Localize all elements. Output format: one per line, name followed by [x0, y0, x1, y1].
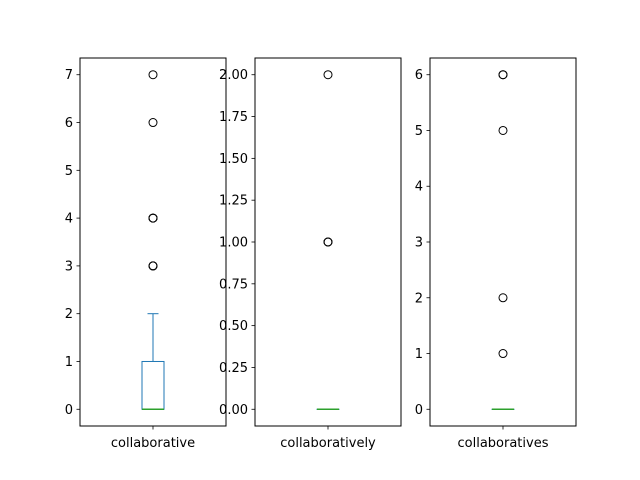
axes-frame: [254, 57, 402, 427]
y-tick-label: 2.00: [219, 68, 248, 83]
y-tick-label: 1.75: [219, 110, 248, 125]
axes-frame: [79, 57, 227, 427]
iqr-box: [141, 360, 165, 410]
y-tick-label: 3: [65, 259, 73, 274]
y-tick-label: 5: [415, 124, 423, 139]
y-tick-label: 1.00: [219, 236, 248, 251]
y-tick-label: 0: [415, 403, 423, 418]
outlier-point: [148, 261, 158, 271]
y-tick-label: 0.00: [219, 403, 248, 418]
outlier-point: [498, 70, 508, 80]
y-tick-label: 0.50: [219, 319, 248, 334]
y-tick-label: 4: [415, 180, 423, 195]
y-tick-label: 1: [415, 347, 423, 362]
y-tick-label: 7: [65, 68, 73, 83]
outlier-point: [498, 125, 508, 135]
y-tick-label: 6: [415, 68, 423, 83]
y-tick-label: 0.25: [219, 361, 248, 376]
y-tick-label: 1.25: [219, 194, 248, 209]
y-tick-label: 2: [415, 291, 423, 306]
subplot-3: 0 1 2 3 4 5 6 collaboratives: [415, 57, 577, 451]
y-tick-label: 2: [65, 307, 73, 322]
outlier-point: [498, 349, 508, 359]
y-tick-label: 4: [65, 212, 73, 227]
x-tick-label: collaboratives: [458, 436, 549, 451]
outlier-point: [323, 70, 333, 80]
y-tick-label: 0: [65, 403, 73, 418]
subplot-1: 0 1 2 3 4 5 6 7 collaborative: [65, 57, 227, 451]
y-tick-label: 5: [65, 164, 73, 179]
outlier-point: [148, 70, 158, 80]
outlier-point: [498, 293, 508, 303]
y-tick-label: 1.50: [219, 152, 248, 167]
outlier-point: [323, 237, 333, 247]
axes-frame: [429, 57, 577, 427]
y-tick-label: 3: [415, 236, 423, 251]
x-tick-label: collaborative: [111, 436, 195, 451]
x-tick-label: collaboratively: [280, 436, 376, 451]
y-tick-label: 6: [65, 116, 73, 131]
outlier-point: [148, 213, 158, 223]
subplot-2: 0.00 0.25 0.50 0.75 1.00 1.25 1.50 1.75 2.00 coll…: [219, 57, 402, 451]
y-tick-label: 0.75: [219, 277, 248, 292]
y-tick-label: 1: [65, 355, 73, 370]
outlier-point: [148, 118, 158, 128]
